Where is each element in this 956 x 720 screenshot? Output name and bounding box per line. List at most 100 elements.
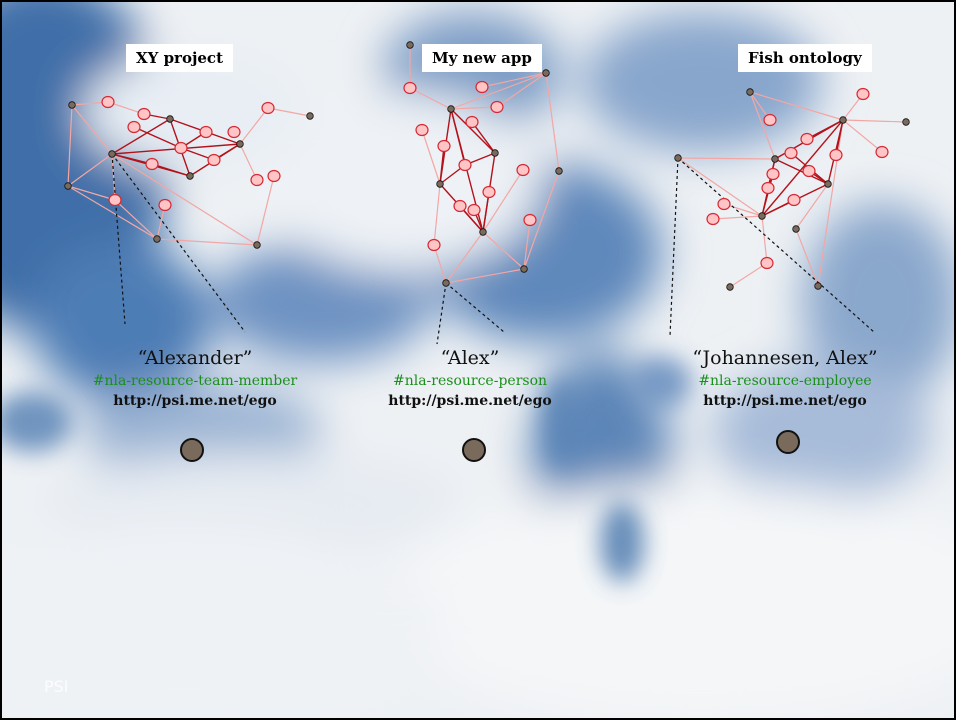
- faint-edge: [450, 106, 498, 110]
- panel-title-fish-ontology: Fish ontology: [738, 44, 872, 72]
- strong-edge: [761, 119, 844, 217]
- graph-node-icon: [787, 193, 801, 207]
- hub-node-icon: [771, 155, 779, 163]
- graph-node-icon: [415, 123, 429, 137]
- graph-node-icon: [706, 212, 720, 226]
- graph-node-icon: [856, 87, 870, 101]
- resource-type: #nla-resource-person: [392, 373, 548, 389]
- hub-node-icon: [436, 180, 444, 188]
- hub-node-icon: [442, 279, 450, 287]
- faint-edge: [409, 87, 452, 110]
- graph-node-icon: [250, 173, 264, 187]
- faint-edge: [712, 215, 763, 220]
- hub-node-icon: [479, 228, 487, 236]
- faint-edge: [445, 268, 525, 284]
- strong-edge: [471, 121, 496, 154]
- hub-node-icon: [64, 182, 72, 190]
- person-name: “Alexander”: [137, 347, 253, 369]
- strong-edge: [450, 108, 466, 166]
- hub-node-icon: [814, 282, 822, 290]
- resource-type: #nla-resource-team-member: [92, 373, 298, 389]
- faint-edge: [677, 157, 776, 160]
- faint-edge: [67, 185, 158, 240]
- faint-edge: [761, 215, 768, 264]
- hub-node-icon: [166, 115, 174, 123]
- strong-edge: [806, 119, 844, 140]
- identity-label-johannesen-alex: “Johannesen, Alex” #nla-resource-employe…: [635, 345, 935, 411]
- hub-node-icon: [746, 88, 754, 96]
- ego-node-icon: [462, 438, 486, 462]
- hub-node-icon: [902, 118, 910, 126]
- faint-edge: [842, 119, 907, 123]
- faint-edge: [749, 91, 844, 121]
- resource-type: #nla-resource-employee: [698, 373, 872, 389]
- hub-node-icon: [447, 105, 455, 113]
- faint-edge: [67, 185, 116, 201]
- faint-edge: [795, 183, 829, 230]
- graph-node-icon: [467, 203, 481, 217]
- hub-node-icon: [491, 149, 499, 157]
- faint-edge: [482, 169, 524, 233]
- faint-edge: [156, 238, 258, 246]
- faint-edge: [267, 107, 311, 117]
- faint-edge: [114, 199, 158, 240]
- psi-identifier: http://psi.me.net/ego: [703, 393, 867, 409]
- panel-title-xy-project: XY project: [126, 44, 233, 72]
- panel-title-my-new-app: My new app: [422, 44, 542, 72]
- graph-node-icon: [127, 120, 141, 134]
- strong-edge: [133, 126, 182, 149]
- faint-edge: [749, 91, 776, 160]
- graph-node-icon: [458, 158, 472, 172]
- graph-node-icon: [453, 199, 467, 213]
- graph-node-icon: [717, 197, 731, 211]
- hub-node-icon: [236, 140, 244, 148]
- faint-edge: [67, 153, 113, 187]
- faint-edge: [523, 170, 560, 270]
- hub-node-icon: [555, 167, 563, 175]
- faint-edge: [482, 231, 525, 270]
- strong-edge: [151, 163, 191, 177]
- graph-node-icon: [490, 100, 504, 114]
- hub-node-icon: [542, 69, 550, 77]
- hub-node-icon: [108, 150, 116, 158]
- faint-edge: [450, 72, 547, 110]
- graph-node-icon: [763, 113, 777, 127]
- graph-node-icon: [137, 107, 151, 121]
- footer-label: PSI: [44, 677, 69, 696]
- person-name: “Alex”: [440, 347, 500, 369]
- graph-node-icon: [465, 115, 479, 129]
- faint-edge: [71, 104, 113, 155]
- psi-identifier: http://psi.me.net/ego: [388, 393, 552, 409]
- person-name: “Johannesen, Alex”: [692, 347, 878, 369]
- hub-node-icon: [839, 116, 847, 124]
- strong-edge: [111, 118, 171, 155]
- graph-node-icon: [403, 81, 417, 95]
- identity-label-alex: “Alex” #nla-resource-person http://psi.m…: [320, 345, 620, 411]
- strong-edge: [761, 173, 774, 217]
- graph-node-icon: [784, 146, 798, 160]
- strong-edge: [450, 108, 496, 154]
- faint-edge: [723, 203, 763, 217]
- hub-node-icon: [306, 112, 314, 120]
- graph-node-icon: [158, 198, 172, 212]
- psi-identifier: http://psi.me.net/ego: [113, 393, 277, 409]
- strong-edge: [482, 191, 490, 233]
- faint-edge: [421, 129, 441, 185]
- faint-edge: [795, 228, 819, 287]
- hub-node-icon: [792, 225, 800, 233]
- graph-node-icon: [227, 125, 241, 139]
- hub-node-icon: [186, 172, 194, 180]
- faint-edge: [842, 119, 883, 153]
- graph-node-icon: [207, 153, 221, 167]
- identity-label-alexander: “Alexander” #nla-resource-team-member ht…: [45, 345, 345, 411]
- faint-edge: [111, 153, 258, 246]
- graph-node-icon: [829, 148, 843, 162]
- faint-edge: [256, 175, 275, 246]
- graph-node-icon: [800, 132, 814, 146]
- strong-edge: [774, 158, 829, 185]
- graph-node-icon: [261, 101, 275, 115]
- faint-edge: [677, 157, 763, 217]
- ego-node-icon: [180, 438, 204, 462]
- graph-node-icon: [427, 238, 441, 252]
